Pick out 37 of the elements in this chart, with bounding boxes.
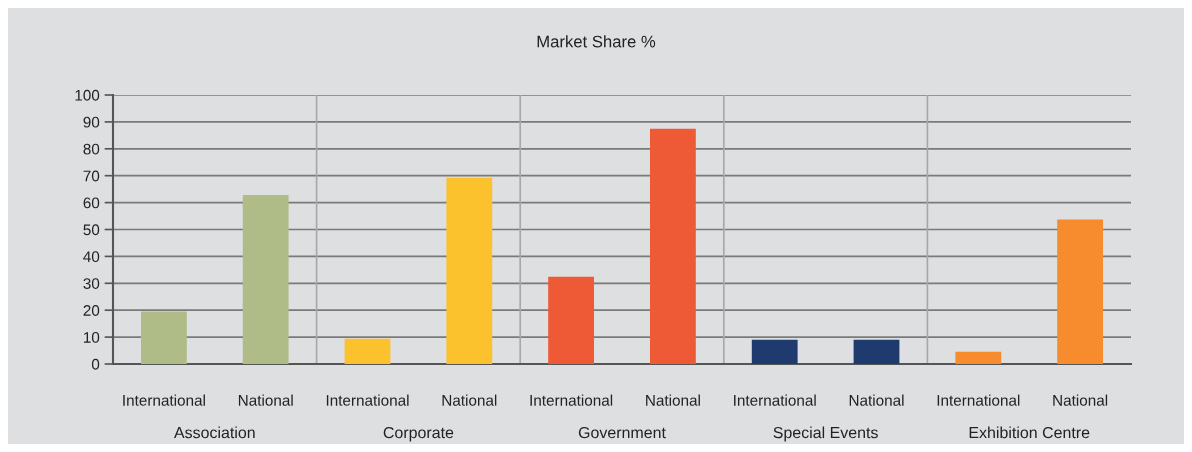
- y-tick-label: 80: [83, 143, 100, 155]
- bar: [344, 338, 391, 364]
- bar: [853, 339, 900, 364]
- text: Government: [578, 426, 666, 439]
- y-tick-label: 20: [83, 305, 100, 316]
- x-tick-label: National: [646, 394, 700, 406]
- y-tick-label: 0: [91, 358, 100, 370]
- x-tick-label: National: [238, 394, 293, 406]
- x-tick-label: International: [123, 394, 205, 406]
- bar: [446, 177, 493, 364]
- y-tick-label: 10: [83, 331, 100, 343]
- x-tick-label: International: [326, 394, 409, 406]
- x-tick-label: National: [442, 394, 497, 406]
- bar: [650, 128, 696, 364]
- y-tick-label: 30: [83, 278, 100, 289]
- bar: [751, 339, 798, 364]
- text: Special Events: [773, 426, 878, 442]
- bar: [1057, 219, 1104, 364]
- bar: [242, 195, 289, 364]
- x-tick-label: National: [1053, 394, 1108, 406]
- text: Association: [173, 426, 255, 439]
- y-tick-label: 40: [83, 251, 100, 263]
- text: Exhibition Centre: [969, 426, 1090, 439]
- y-tick-label: 90: [83, 116, 100, 128]
- bar: [141, 311, 187, 364]
- x-tick-label: International: [530, 394, 613, 406]
- y-tick-label: 60: [83, 197, 100, 209]
- y-tick-label: 70: [83, 170, 100, 182]
- x-tick-label: International: [937, 394, 1020, 406]
- y-tick-label: 50: [83, 224, 100, 236]
- text: Corporate: [383, 426, 454, 442]
- bar: [955, 351, 1002, 364]
- bar: [548, 276, 595, 364]
- x-tick-label: National: [849, 394, 904, 406]
- chart-title: Market Share %: [537, 35, 656, 48]
- x-tick-label: International: [734, 394, 816, 406]
- y-tick-label: 100: [75, 89, 100, 101]
